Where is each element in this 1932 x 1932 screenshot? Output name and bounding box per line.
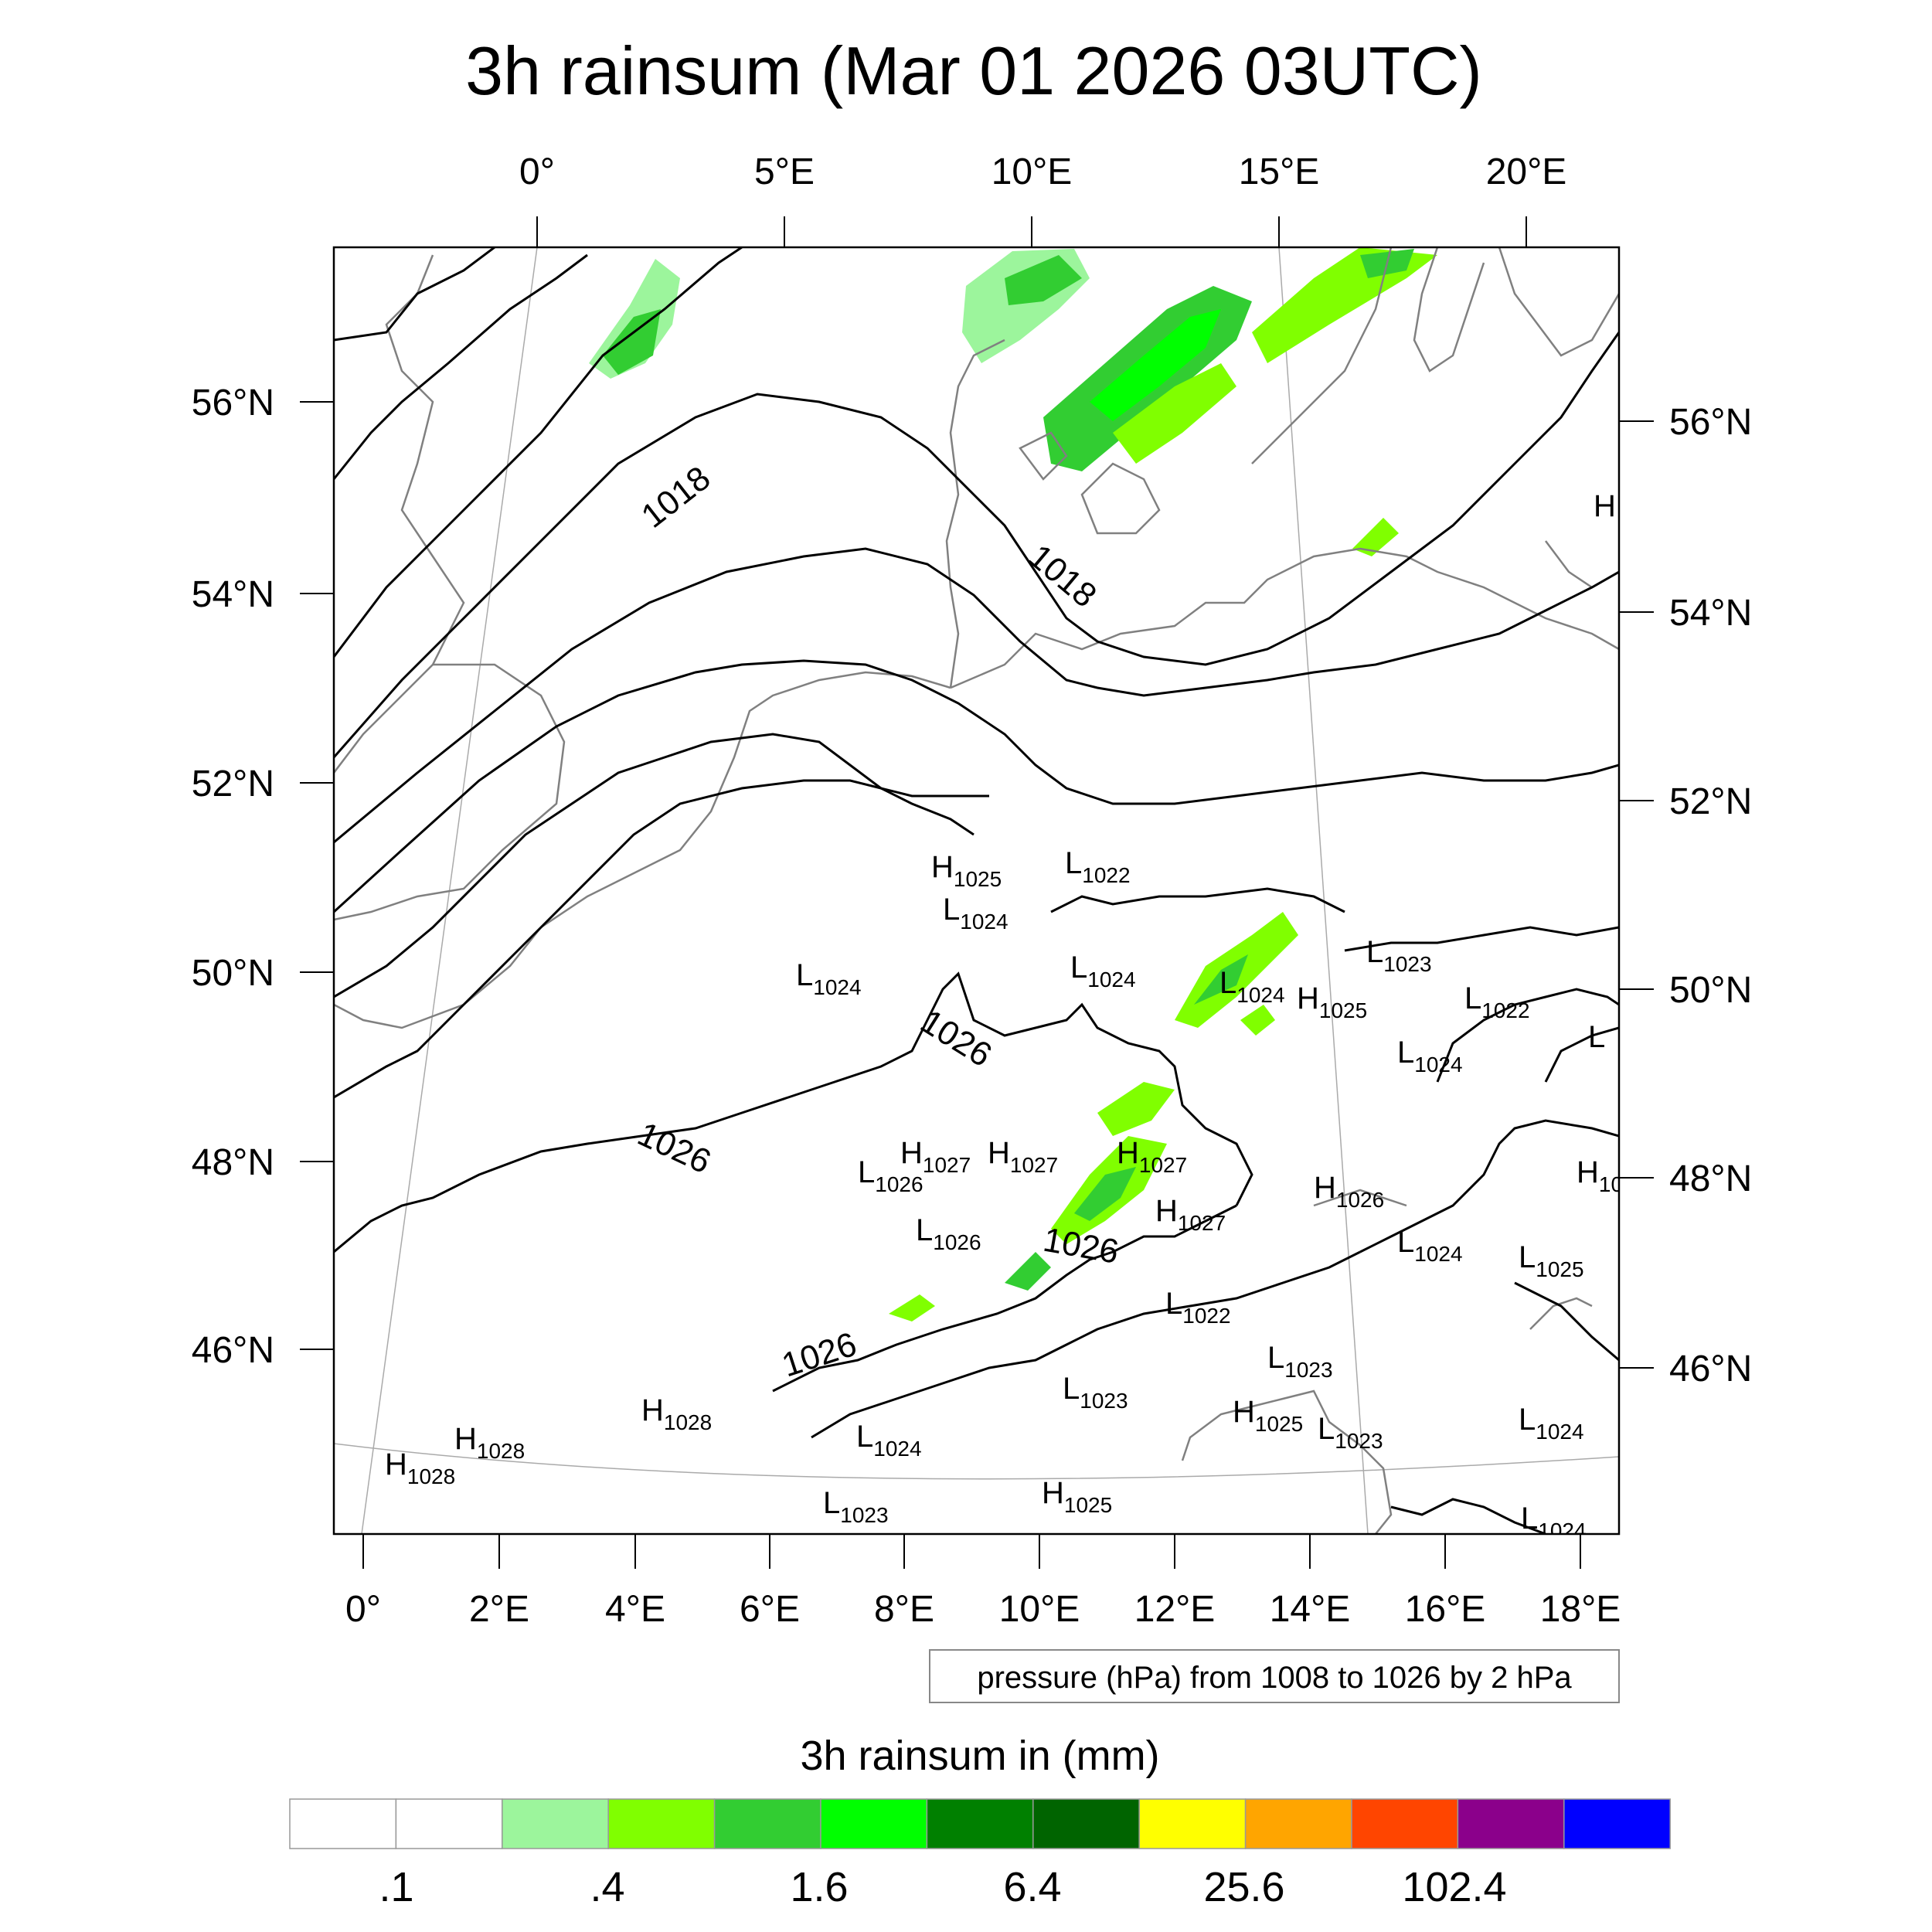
- pressure-center-marker: L1024: [943, 893, 1009, 934]
- colorbar-swatch: [502, 1798, 609, 1849]
- pressure-center-marker: H1028: [454, 1422, 525, 1463]
- colorbar-tick-label: 102.4: [1402, 1864, 1506, 1910]
- pressure-info-text: pressure (hPa) from 1008 to 1026 by 2 hP…: [977, 1661, 1572, 1695]
- colorbar-tick-label: 6.4: [1003, 1864, 1061, 1910]
- right-latitude-axis: 56°N 54°N 52°N 50°N 48°N 46°N: [1619, 402, 1752, 1389]
- isobars: [334, 247, 1619, 1534]
- rain-shading: [589, 247, 1437, 1321]
- pressure-center-marker: H1025: [1297, 981, 1367, 1022]
- top-lon-label: 10°E: [992, 151, 1073, 192]
- pressure-center-marker: L1023: [1063, 1372, 1128, 1413]
- left-lat-label: 46°N: [192, 1330, 274, 1371]
- colorbar-tick-label: .1: [379, 1864, 413, 1910]
- pressure-center-marker: H1025: [931, 850, 1002, 891]
- top-lon-label: 0°: [519, 151, 555, 192]
- pressure-center-marker: H1028: [385, 1447, 455, 1488]
- pressure-center-marker: L1023: [1366, 935, 1432, 976]
- top-lon-label: 15°E: [1239, 151, 1320, 192]
- top-longitude-axis: 0° 5°E 10°E 15°E 20°E: [519, 151, 1566, 247]
- bottom-lon-label: 6°E: [740, 1589, 800, 1630]
- colorbar-tick-label: 1.6: [790, 1864, 848, 1910]
- pressure-center-marker: H1027: [988, 1136, 1058, 1177]
- colorbar-swatch: [1138, 1798, 1247, 1849]
- pressure-center-marker: L1023: [1318, 1412, 1383, 1453]
- pressure-center-marker: L1024: [1521, 1502, 1587, 1543]
- colorbar-swatch: [926, 1798, 1034, 1849]
- left-lat-label: 54°N: [192, 574, 274, 615]
- colorbar-swatch: [395, 1798, 503, 1849]
- colorbar-tick-label: 25.6: [1203, 1864, 1284, 1910]
- colorbar-swatch: [1351, 1798, 1459, 1849]
- figure-title: 3h rainsum (Mar 01 2026 03UTC): [465, 32, 1482, 109]
- right-lat-label: 56°N: [1669, 402, 1752, 443]
- pressure-center-marker: L1024: [1219, 966, 1285, 1007]
- pressure-center-marker: L: [1588, 1020, 1605, 1054]
- top-lon-label: 20°E: [1486, 151, 1567, 192]
- bottom-lon-label: 2°E: [469, 1589, 529, 1630]
- pressure-center-marker: H10: [1577, 1155, 1623, 1196]
- left-lat-label: 56°N: [192, 383, 274, 423]
- pressure-center-marker: L1022: [1165, 1287, 1231, 1328]
- pressure-center-marker: H1027: [1155, 1194, 1226, 1235]
- pressure-center-marker: L1025: [1519, 1240, 1584, 1281]
- colorbar-swatch: [1032, 1798, 1140, 1849]
- coastlines: [334, 247, 1619, 1534]
- pressure-center-marker: H1025: [1042, 1476, 1112, 1517]
- colorbar-tick-label: .4: [590, 1864, 624, 1910]
- pressure-center-marker: H: [1594, 489, 1616, 523]
- colorbar-swatches: [289, 1798, 1671, 1849]
- pressure-center-marker: L1024: [856, 1420, 922, 1461]
- bottom-lon-label: 14°E: [1270, 1589, 1351, 1630]
- pressure-center-marker: H1026: [1314, 1171, 1384, 1212]
- colorbar-swatch: [1244, 1798, 1352, 1849]
- right-lat-label: 46°N: [1669, 1349, 1752, 1389]
- colorbar-title: 3h rainsum in (mm): [800, 1733, 1159, 1779]
- map-frame: [332, 246, 1621, 1536]
- pressure-center-marker: H1028: [641, 1393, 712, 1434]
- colorbar-swatch: [607, 1798, 716, 1849]
- colorbar-swatch: [1457, 1798, 1565, 1849]
- right-lat-label: 52°N: [1669, 781, 1752, 822]
- right-lat-label: 50°N: [1669, 970, 1752, 1011]
- pressure-center-marker: L1024: [1519, 1403, 1584, 1444]
- top-lon-label: 5°E: [754, 151, 815, 192]
- pressure-center-marker: L1022: [1464, 981, 1530, 1022]
- bottom-lon-label: 10°E: [999, 1589, 1080, 1630]
- left-lat-label: 48°N: [192, 1142, 274, 1183]
- left-lat-label: 50°N: [192, 953, 274, 994]
- pressure-center-marker: L1023: [823, 1486, 889, 1527]
- bottom-lon-label: 8°E: [874, 1589, 934, 1630]
- pressure-center-marker: L1026: [858, 1155, 923, 1196]
- bottom-lon-label: 4°E: [605, 1589, 665, 1630]
- map-panel: 1018 1018 1026 1026 1026 1026 H1025 L102…: [332, 246, 1623, 1543]
- pressure-center-marker: L1026: [916, 1213, 981, 1254]
- pressure-center-marker: L1024: [1070, 951, 1136, 992]
- bottom-lon-label: 18°E: [1540, 1589, 1621, 1630]
- pressure-center-marker: H1025: [1233, 1395, 1303, 1436]
- pressure-center-marker: H1027: [1117, 1136, 1187, 1177]
- bottom-longitude-axis: 0° 2°E 4°E 6°E 8°E 10°E 12°E 14°E 16°E 1…: [345, 1534, 1621, 1630]
- pressure-center-marker: L1024: [796, 958, 862, 999]
- pressure-center-marker: L1024: [1397, 1036, 1463, 1077]
- bottom-lon-label: 0°: [345, 1589, 381, 1630]
- right-lat-label: 48°N: [1669, 1158, 1752, 1199]
- colorbar-swatch: [820, 1798, 928, 1849]
- pressure-centers: H1025 L1022 L1024 L1024 L1024 L1024 H102…: [385, 489, 1623, 1543]
- bottom-lon-label: 16°E: [1405, 1589, 1486, 1630]
- colorbar: 3h rainsum in (mm) .1 .4 1.6 6.4 25.6 10…: [289, 1733, 1671, 1910]
- left-latitude-axis: 56°N 54°N 52°N 50°N 48°N 46°N: [192, 383, 334, 1371]
- colorbar-swatch: [289, 1798, 397, 1849]
- bottom-lon-label: 12°E: [1134, 1589, 1216, 1630]
- pressure-info-box: pressure (hPa) from 1008 to 1026 by 2 hP…: [929, 1649, 1620, 1703]
- pressure-center-marker: H1027: [900, 1136, 971, 1177]
- right-lat-label: 54°N: [1669, 593, 1752, 634]
- colorbar-swatch: [1563, 1798, 1671, 1849]
- pressure-center-marker: L1024: [1397, 1225, 1463, 1266]
- colorbar-swatch: [713, 1798, 821, 1849]
- pressure-center-marker: L1023: [1267, 1341, 1333, 1382]
- left-lat-label: 52°N: [192, 764, 274, 804]
- pressure-center-marker: L1022: [1065, 846, 1131, 887]
